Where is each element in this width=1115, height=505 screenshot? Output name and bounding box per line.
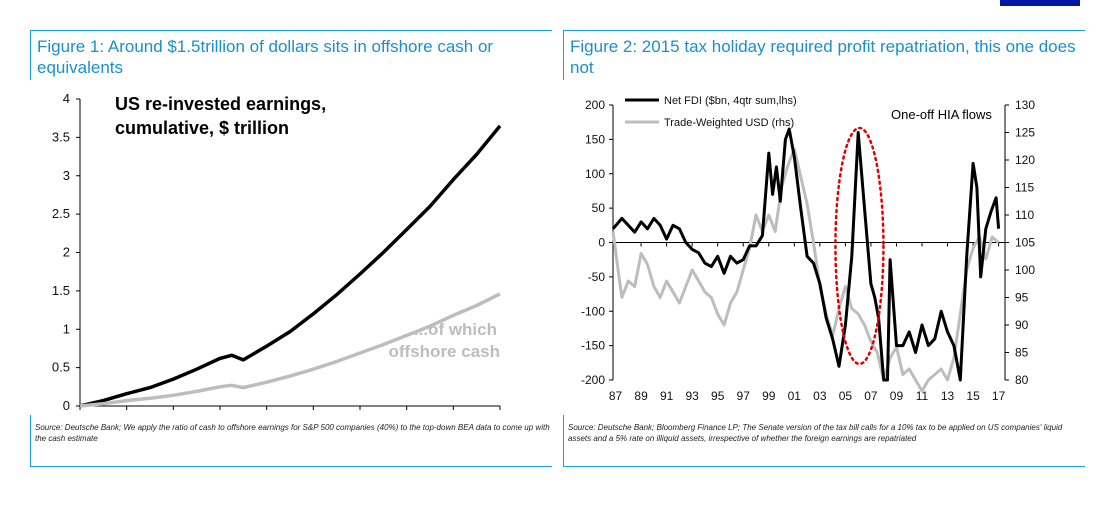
- x-tick-label: 07: [864, 389, 878, 403]
- x-tick-label: 05: [839, 389, 853, 403]
- y-tick-label: 1.5: [52, 283, 70, 298]
- figure2-title: Figure 2: 2015 tax holiday required prof…: [563, 30, 1085, 80]
- x-tick-label: 93: [685, 389, 699, 403]
- y-tick-label: 4: [63, 91, 70, 106]
- right-y-tick-label: 120: [1015, 153, 1035, 167]
- left-y-tick-label: 150: [585, 132, 605, 146]
- x-tick-label: 01: [119, 413, 133, 415]
- series-line-1: [79, 292, 501, 408]
- x-tick-label: 09: [306, 413, 320, 415]
- left-y-tick-label: -50: [588, 270, 606, 284]
- left-y-tick-label: 50: [592, 201, 606, 215]
- hia-highlight-ellipse: [834, 126, 885, 366]
- series-line-0: [79, 124, 502, 408]
- x-tick-label: 11: [916, 389, 929, 403]
- right-y-tick-label: 100: [1015, 263, 1035, 277]
- left-y-tick-label: -100: [581, 304, 605, 318]
- series-label-offshore-cash: ...of which: [414, 320, 497, 339]
- x-tick-label: 07: [259, 413, 273, 415]
- figure2-annotation: One-off HIA flows: [834, 107, 992, 366]
- left-y-tick-label: 100: [585, 167, 605, 181]
- right-y-tick-label: 130: [1015, 98, 1035, 112]
- x-tick-label: 17: [992, 389, 1006, 403]
- y-tick-label: 2.5: [52, 206, 70, 221]
- figure1-series: [79, 124, 502, 408]
- right-y-tick-label: 80: [1015, 373, 1029, 387]
- figure1-source: Source: Deutsche Bank; We apply the rati…: [30, 415, 552, 467]
- figure1-panel: Figure 1: Around $1.5trillion of dollars…: [30, 30, 555, 470]
- figure2-panel: Figure 2: 2015 tax holiday required prof…: [563, 30, 1088, 470]
- right-y-tick-label: 95: [1015, 291, 1029, 305]
- x-tick-label: 03: [166, 413, 180, 415]
- y-tick-label: 0.5: [52, 360, 70, 375]
- left-y-tick-label: 0: [598, 236, 605, 250]
- y-tick-label: 3.5: [52, 129, 70, 144]
- x-tick-label: 15: [446, 413, 460, 415]
- x-tick-label: 15: [966, 389, 980, 403]
- series-line-0: [611, 127, 1001, 382]
- figure1-title: Figure 1: Around $1.5trillion of dollars…: [30, 30, 552, 80]
- legend-label-0: Net FDI ($bn, 4qtr sum,lhs): [664, 95, 797, 107]
- figure1-series-labels: US re-invested earnings, cumulative, $ tr…: [115, 94, 500, 361]
- x-tick-label: 99: [73, 413, 87, 415]
- left-y-tick-label: 200: [585, 98, 605, 112]
- x-tick-label: 97: [737, 389, 751, 403]
- y-tick-label: 0: [63, 398, 70, 413]
- y-tick-label: 1: [63, 321, 70, 336]
- figure1-axes: 0 0.5 1 1.5 2 2.5 3 3.5 4 99 01 03 05 07 09 11 13 15 17: [52, 91, 507, 415]
- right-y-tick-label: 90: [1015, 318, 1029, 332]
- right-y-tick-label: 85: [1015, 346, 1029, 360]
- x-tick-label: 09: [890, 389, 904, 403]
- series-line-1: [611, 147, 1000, 393]
- x-tick-label: 91: [660, 389, 674, 403]
- x-tick-label: 03: [813, 389, 827, 403]
- left-y-tick-label: -200: [581, 373, 605, 387]
- figure2-axes: -200-150-100-500501001502008085909510010…: [581, 98, 1035, 403]
- y-tick-label: 2: [63, 245, 70, 260]
- x-tick-label: 99: [762, 389, 776, 403]
- figure2-legend: Net FDI ($bn, 4qtr sum,lhs) Trade-Weighte…: [625, 95, 797, 129]
- left-y-tick-label: -150: [581, 339, 605, 353]
- right-y-tick-label: 125: [1015, 126, 1035, 140]
- x-tick-label: 05: [213, 413, 227, 415]
- x-tick-label: 17: [493, 413, 507, 415]
- series-label-reinvested: US re-invested earnings,: [115, 94, 326, 114]
- figure2-source: Source: Deutsche Bank; Bloomberg Finance…: [563, 415, 1085, 467]
- right-y-tick-label: 110: [1015, 208, 1034, 222]
- x-tick-label: 95: [711, 389, 725, 403]
- figure1-chart: 0 0.5 1 1.5 2 2.5 3 3.5 4 99 01 03 05 07 09 11 13 15 17 US…: [52, 91, 507, 415]
- top-accent-bar: [1000, 0, 1080, 6]
- x-tick-label: 13: [941, 389, 955, 403]
- x-tick-label: 01: [788, 389, 802, 403]
- figure2-chart: -200-150-100-500501001502008085909510010…: [581, 95, 1035, 403]
- x-tick-label: 13: [399, 413, 413, 415]
- x-tick-label: 11: [353, 413, 367, 415]
- right-y-tick-label: 115: [1015, 181, 1034, 195]
- figure2-series: [611, 127, 1001, 393]
- y-tick-label: 3: [63, 168, 70, 183]
- x-tick-label: 87: [609, 389, 623, 403]
- x-tick-label: 89: [634, 389, 648, 403]
- series-label-reinvested: cumulative, $ trillion: [115, 118, 289, 138]
- right-y-tick-label: 105: [1015, 236, 1035, 250]
- series-label-offshore-cash: offshore cash: [389, 342, 500, 361]
- annotation-one-off-hia-flows: One-off HIA flows: [891, 107, 992, 122]
- legend-label-1: Trade-Weighted USD (rhs): [664, 117, 794, 129]
